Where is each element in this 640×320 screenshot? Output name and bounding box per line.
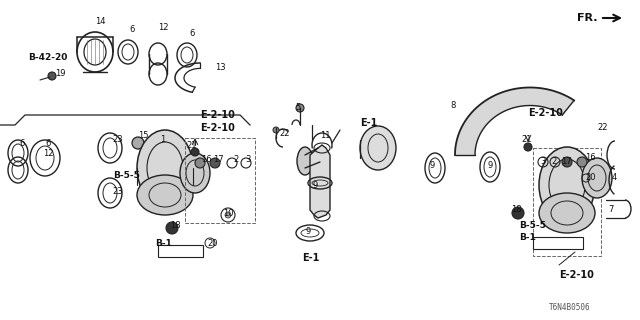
Circle shape: [195, 158, 205, 168]
Text: 20: 20: [208, 238, 218, 247]
Text: E-1: E-1: [302, 253, 319, 263]
Text: 1: 1: [161, 135, 166, 145]
Text: 3: 3: [540, 157, 546, 166]
Text: 23: 23: [113, 135, 124, 145]
Text: 9: 9: [312, 180, 317, 189]
Text: 4: 4: [611, 173, 616, 182]
Text: 9: 9: [429, 161, 435, 170]
Text: 6: 6: [129, 26, 134, 35]
Text: 23: 23: [113, 188, 124, 196]
Text: 8: 8: [451, 100, 456, 109]
Circle shape: [48, 72, 56, 80]
Circle shape: [273, 127, 279, 133]
Text: 6: 6: [189, 28, 195, 37]
Circle shape: [132, 137, 144, 149]
Text: 15: 15: [138, 131, 148, 140]
Ellipse shape: [582, 158, 612, 198]
Circle shape: [210, 158, 220, 168]
Text: 11: 11: [320, 131, 330, 140]
Ellipse shape: [539, 147, 595, 223]
Ellipse shape: [137, 175, 193, 215]
Text: E-2-10: E-2-10: [559, 270, 594, 280]
Text: 6: 6: [19, 139, 25, 148]
Bar: [158, 245, 203, 257]
Ellipse shape: [360, 126, 396, 170]
Text: B-5-5: B-5-5: [113, 171, 140, 180]
Text: 21: 21: [522, 135, 532, 145]
Circle shape: [524, 143, 532, 151]
Bar: [533, 237, 583, 249]
Ellipse shape: [297, 147, 313, 175]
Text: T6N4B0506: T6N4B0506: [549, 303, 591, 313]
Text: E-2-10: E-2-10: [200, 123, 235, 133]
Circle shape: [296, 104, 304, 112]
Circle shape: [577, 157, 587, 167]
Text: 20: 20: [586, 173, 596, 182]
Text: 12: 12: [43, 148, 53, 157]
Polygon shape: [310, 145, 330, 218]
Text: 7: 7: [609, 205, 614, 214]
Text: B-42-20: B-42-20: [28, 53, 67, 62]
Text: 16: 16: [585, 154, 595, 163]
Text: FR.: FR.: [577, 13, 598, 23]
Ellipse shape: [539, 193, 595, 233]
Polygon shape: [455, 87, 574, 155]
Circle shape: [191, 148, 199, 156]
Text: 6: 6: [45, 139, 51, 148]
Circle shape: [166, 222, 178, 234]
Text: 18: 18: [511, 205, 522, 214]
Text: 17: 17: [212, 156, 223, 164]
Text: 9: 9: [305, 228, 310, 236]
Text: 17: 17: [561, 157, 572, 166]
Text: 12: 12: [157, 23, 168, 33]
Circle shape: [225, 212, 231, 218]
Ellipse shape: [137, 130, 193, 206]
Text: 2: 2: [234, 156, 239, 164]
Text: 13: 13: [215, 63, 226, 73]
Text: B-1: B-1: [519, 234, 536, 243]
Text: B-5-5: B-5-5: [519, 220, 546, 229]
Circle shape: [562, 157, 572, 167]
Text: 22: 22: [280, 129, 291, 138]
Text: 22: 22: [598, 124, 608, 132]
Text: 10: 10: [223, 209, 233, 218]
Text: 2: 2: [552, 157, 557, 166]
Text: B-1: B-1: [155, 238, 172, 247]
Text: 3: 3: [245, 156, 251, 164]
Text: E-2-10: E-2-10: [200, 110, 235, 120]
Circle shape: [512, 207, 524, 219]
Text: 9: 9: [488, 161, 493, 170]
Text: 19: 19: [55, 68, 65, 77]
Text: 21: 21: [187, 140, 197, 149]
Text: 14: 14: [95, 18, 105, 27]
Text: E-2-10: E-2-10: [528, 108, 563, 118]
Bar: [533, 148, 601, 256]
Text: 5: 5: [296, 103, 301, 113]
Bar: [185, 138, 255, 223]
Text: E-1: E-1: [360, 118, 378, 128]
Text: 16: 16: [201, 156, 211, 164]
Ellipse shape: [180, 153, 210, 193]
Text: 18: 18: [170, 220, 180, 229]
